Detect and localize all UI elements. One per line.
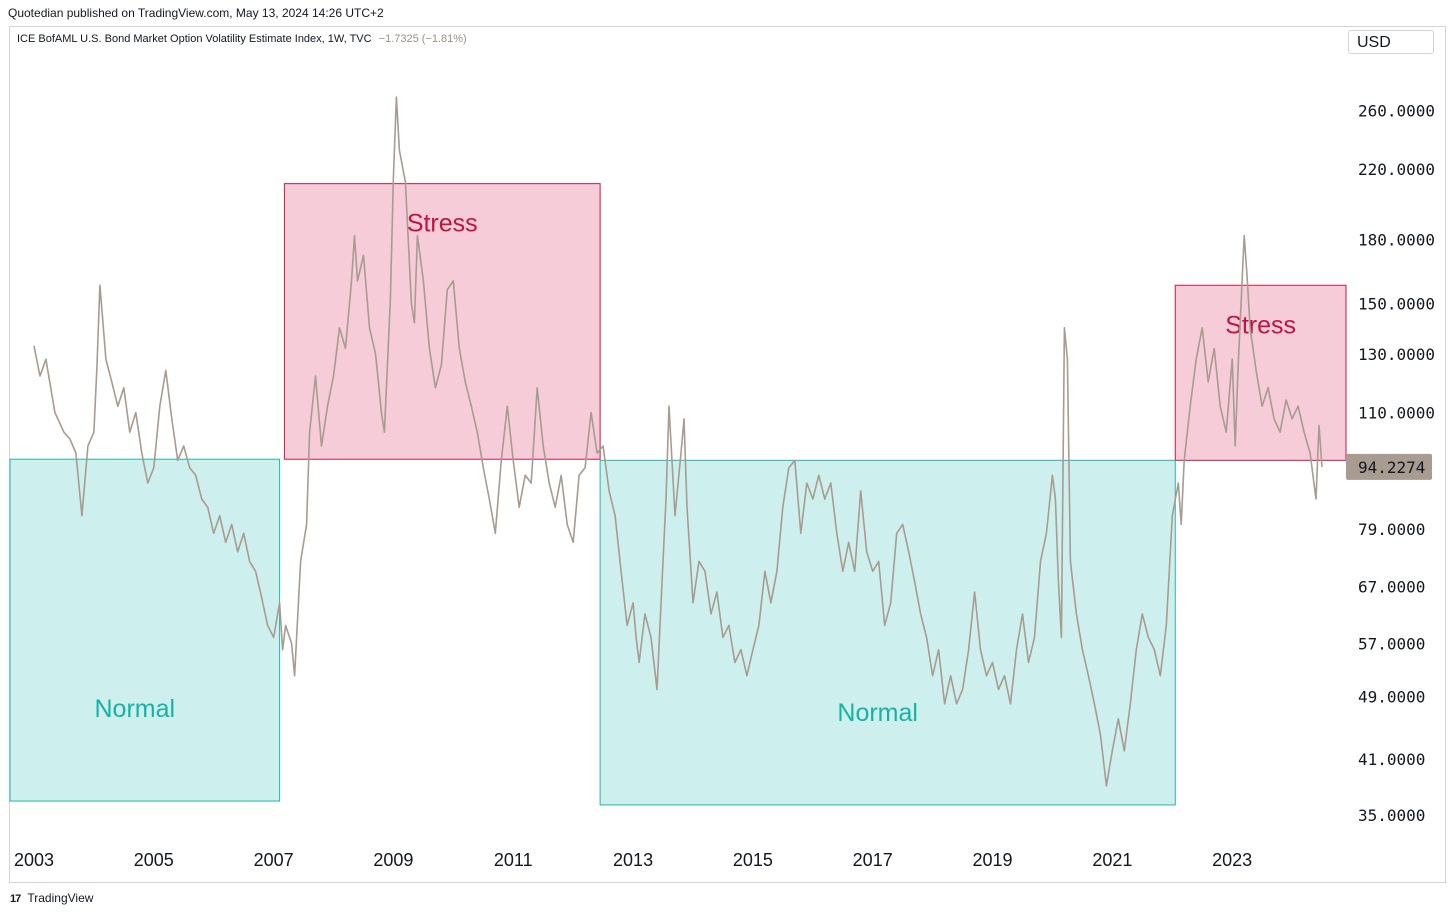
x-tick-label-7: 2017 <box>853 850 893 870</box>
stress-zone-0 <box>283 183 601 460</box>
last-price-label-bg <box>1346 453 1432 480</box>
stress-label-1: Stress <box>1225 311 1296 339</box>
last-price-label: 94.2274 <box>1358 458 1425 477</box>
price-change: −1.7325 (−1.81%) <box>378 33 467 45</box>
last-price-marker: 94.2274 <box>1346 453 1432 480</box>
x-tick-label-4: 2011 <box>494 850 533 870</box>
tradingview-brand: TradingView <box>27 891 94 905</box>
x-tick-label-2: 2007 <box>254 850 294 870</box>
y-tick-label-6: 79.0000 <box>1358 520 1425 539</box>
x-tick-label-8: 2019 <box>973 850 1013 870</box>
normal-zone-3 <box>599 459 1176 806</box>
x-tick-label-9: 2021 <box>1092 850 1132 870</box>
normal-label-3: Normal <box>837 699 918 727</box>
annotation-layer: Stress Stress Normal Normal <box>9 183 1347 806</box>
stress-zone-1 <box>1174 284 1347 461</box>
y-tick-label-0: 260.0000 <box>1358 101 1435 120</box>
y-tick-label-2: 180.0000 <box>1358 230 1435 249</box>
tradingview-footer[interactable]: 17 TradingView <box>10 891 93 905</box>
stress-label-0: Stress <box>407 210 478 238</box>
x-tick-label-0: 2003 <box>14 850 54 870</box>
x-tick-label-5: 2013 <box>613 850 653 870</box>
time-axis: 2003 2005 2007 2009 2011 2013 2015 2017 2019 2021… <box>14 850 1252 870</box>
tradingview-logo-icon: 17 <box>10 893 21 905</box>
y-tick-label-9: 49.0000 <box>1358 688 1425 707</box>
y-tick-label-7: 67.0000 <box>1358 578 1425 597</box>
price-series-line <box>33 96 1323 787</box>
x-tick-label-3: 2009 <box>373 850 413 870</box>
x-tick-label-10: 2023 <box>1212 850 1252 870</box>
x-tick-label-1: 2005 <box>134 850 174 870</box>
normal-zone-2 <box>9 458 281 802</box>
y-tick-label-10: 41.0000 <box>1358 750 1425 769</box>
symbol-legend[interactable]: ICE BofAML U.S. Bond Market Option Volat… <box>17 33 467 45</box>
y-tick-label-1: 220.0000 <box>1358 160 1435 179</box>
x-tick-label-6: 2015 <box>733 850 773 870</box>
y-tick-label-3: 150.0000 <box>1358 295 1435 314</box>
y-tick-label-11: 35.0000 <box>1358 806 1425 825</box>
y-tick-label-8: 57.0000 <box>1358 634 1425 653</box>
chart-frame <box>9 26 1446 883</box>
symbol-title: ICE BofAML U.S. Bond Market Option Volat… <box>17 33 372 45</box>
line-layer <box>33 96 1323 787</box>
currency-button[interactable]: USD <box>1348 30 1434 54</box>
price-axis: 260.0000 220.0000 180.0000 150.0000 130.0000… <box>1358 101 1435 825</box>
normal-label-2: Normal <box>95 695 176 723</box>
y-tick-label-5: 110.0000 <box>1358 403 1435 422</box>
y-tick-label-4: 130.0000 <box>1358 345 1435 364</box>
publish-attribution: Quotedian published on TradingView.com, … <box>8 6 384 20</box>
